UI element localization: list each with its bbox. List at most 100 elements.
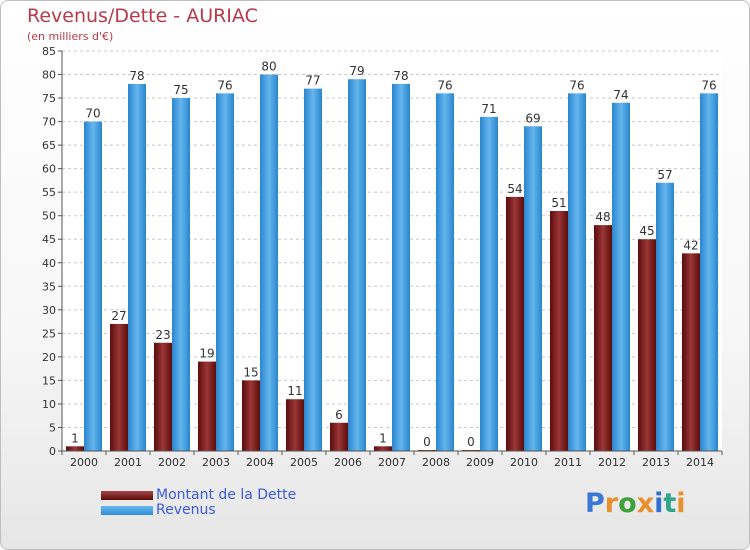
bar-revenus-2014 [700, 93, 718, 452]
y-tick-label: 70 [42, 116, 56, 129]
x-tick-label-2012: 2012 [598, 456, 626, 469]
legend-label-dette: Montant de la Dette [156, 487, 297, 503]
bar-dette-2014 [682, 253, 700, 451]
y-tick-label: 45 [42, 233, 56, 246]
bar-revenus-2010 [524, 126, 542, 451]
bar-revenus-2004 [260, 74, 278, 451]
data-labels: 1 70 27 78 23 75 19 76 15 80 11 77 6 79 1 78 0 76 0 71 54 69 5… [71, 60, 716, 449]
data-label-revenus-2014: 76 [701, 78, 716, 92]
y-tick-label: 5 [49, 421, 56, 434]
bar-revenus-2003 [216, 93, 234, 452]
data-label-dette-2000: 1 [71, 431, 79, 445]
bar-dette-2004 [242, 380, 260, 451]
data-label-revenus-2006: 79 [349, 64, 364, 78]
data-label-revenus-2002: 75 [173, 83, 188, 97]
x-tick-label-2009: 2009 [466, 456, 494, 469]
data-label-dette-2001: 27 [111, 309, 126, 323]
data-label-dette-2007: 1 [379, 431, 387, 445]
bar-revenus-2009 [480, 116, 498, 451]
bar-revenus-2008 [436, 93, 454, 452]
y-tick-label: 85 [42, 45, 56, 58]
y-tick-labels: 0 5 10 15 20 25 30 35 40 45 50 55 60 65 70 75 80 85 [42, 45, 62, 458]
bar-dette-2001 [110, 323, 128, 451]
bar-dette-2012 [594, 225, 612, 451]
y-tick-label: 30 [42, 304, 56, 317]
bar-dette-2006 [330, 422, 348, 451]
data-label-revenus-2009: 71 [481, 102, 496, 116]
x-tick-label-2002: 2002 [158, 456, 186, 469]
data-label-revenus-2001: 78 [129, 69, 144, 83]
x-tick-label-2006: 2006 [334, 456, 362, 469]
x-tick-label-2001: 2001 [114, 456, 142, 469]
x-tick-label-2011: 2011 [554, 456, 582, 469]
proxiti-logo: Proxiti [585, 488, 686, 519]
x-tick-label-2005: 2005 [290, 456, 318, 469]
data-label-revenus-2013: 57 [657, 168, 672, 182]
logo-letter: t [663, 488, 677, 519]
data-label-revenus-2003: 76 [217, 78, 232, 92]
logo-letter: x [636, 488, 655, 519]
data-label-dette-2009: 0 [467, 435, 475, 449]
bar-revenus-2013 [656, 182, 674, 451]
x-tick-label-2013: 2013 [642, 456, 670, 469]
data-label-revenus-2000: 70 [85, 107, 100, 121]
bar-dette-2007 [374, 446, 392, 451]
bar-dette-2011 [550, 211, 568, 451]
y-tick-label: 15 [42, 374, 56, 387]
chart-title: Revenus/Dette - AURIAC [27, 5, 258, 27]
y-tick-label: 65 [42, 139, 56, 152]
y-tick-label: 40 [42, 257, 56, 270]
data-label-dette-2004: 15 [243, 365, 258, 379]
x-tick-label-2007: 2007 [378, 456, 406, 469]
data-label-revenus-2010: 69 [525, 111, 540, 125]
data-label-dette-2008: 0 [423, 435, 431, 449]
y-tick-label: 20 [42, 351, 56, 364]
bar-revenus-2007 [392, 83, 410, 452]
data-label-dette-2014: 42 [683, 238, 698, 252]
logo-letter: i [654, 488, 664, 519]
x-tick-label-2010: 2010 [510, 456, 538, 469]
y-tick-label: 55 [42, 186, 56, 199]
bar-revenus-2002 [172, 98, 190, 451]
logo-letter: P [585, 488, 605, 519]
y-tick-label: 50 [42, 210, 56, 223]
bar-revenus-2006 [348, 79, 366, 451]
bar-dette-2013 [638, 239, 656, 451]
data-label-revenus-2007: 78 [393, 69, 408, 83]
bar-dette-2002 [154, 342, 172, 451]
x-tick-label-2004: 2004 [246, 456, 274, 469]
x-tick-label-2008: 2008 [422, 456, 450, 469]
data-label-revenus-2004: 80 [261, 60, 276, 74]
data-label-dette-2011: 51 [551, 196, 566, 210]
bar-dette-2003 [198, 361, 216, 451]
y-tick-label: 60 [42, 163, 56, 176]
data-label-dette-2013: 45 [639, 224, 654, 238]
logo-letter: o [618, 488, 637, 519]
data-label-dette-2005: 11 [287, 384, 302, 398]
y-tick-label: 80 [42, 69, 56, 82]
bar-dette-2005 [286, 399, 304, 451]
x-tick-label-2014: 2014 [686, 456, 714, 469]
axes [61, 51, 722, 452]
bar-revenus-2011 [568, 93, 586, 452]
y-tick-label: 0 [49, 445, 56, 458]
bars [66, 74, 718, 452]
data-label-dette-2010: 54 [507, 182, 522, 196]
legend-swatch-revenus [101, 506, 153, 515]
data-label-revenus-2012: 74 [613, 88, 628, 102]
y-tick-label: 75 [42, 92, 56, 105]
legend-swatch-dette [101, 491, 153, 500]
data-label-dette-2012: 48 [595, 210, 610, 224]
data-label-dette-2003: 19 [199, 347, 214, 361]
y-tick-label: 35 [42, 280, 56, 293]
bar-revenus-2001 [128, 83, 146, 452]
bar-dette-2010 [506, 196, 524, 451]
bar-revenus-2005 [304, 88, 322, 451]
logo-letter: r [604, 488, 619, 519]
x-tick-label-2003: 2003 [202, 456, 230, 469]
bar-dette-2000 [66, 446, 84, 451]
x-tick-label-2000: 2000 [70, 456, 98, 469]
data-label-revenus-2008: 76 [437, 78, 452, 92]
